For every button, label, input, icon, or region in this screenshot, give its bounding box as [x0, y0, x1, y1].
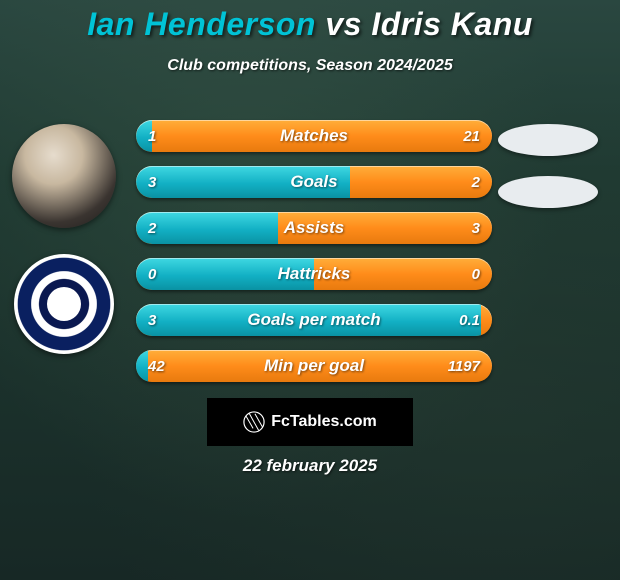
stat-label: Goals per match	[136, 304, 492, 336]
brand-logo-icon	[243, 411, 265, 433]
player2-club-placeholder	[498, 176, 598, 208]
subtitle: Club competitions, Season 2024/2025	[0, 57, 620, 75]
stat-label: Matches	[136, 120, 492, 152]
stat-bars: 1Matches213Goals22Assists30Hattricks03Go…	[136, 120, 492, 382]
stat-value-right: 21	[463, 120, 480, 152]
stat-bar: 0Hattricks0	[136, 258, 492, 290]
player2-avatar-placeholder	[498, 124, 598, 156]
date-text: 22 february 2025	[0, 456, 620, 476]
content: Ian Henderson vs Idris Kanu Club competi…	[0, 0, 620, 75]
stat-value-right: 1197	[448, 350, 480, 382]
stat-label: Min per goal	[136, 350, 492, 382]
brand-box: FcTables.com	[207, 398, 413, 446]
stat-bar: 1Matches21	[136, 120, 492, 152]
vs-text: vs	[325, 6, 362, 42]
stat-value-right: 2	[472, 166, 480, 198]
stat-value-right: 0	[472, 258, 480, 290]
player2-name: Idris Kanu	[371, 6, 532, 42]
stat-value-right: 0.1	[459, 304, 480, 336]
brand-text: FcTables.com	[271, 413, 377, 431]
comparison-title: Ian Henderson vs Idris Kanu	[0, 6, 620, 43]
stat-label: Hattricks	[136, 258, 492, 290]
brand-text-value: FcTables.com	[271, 413, 377, 430]
player1-avatar	[12, 124, 116, 228]
stat-label: Goals	[136, 166, 492, 198]
player1-column	[8, 124, 120, 354]
player1-club-badge	[14, 254, 114, 354]
stat-bar: 42Min per goal1197	[136, 350, 492, 382]
stat-label: Assists	[136, 212, 492, 244]
player2-column	[494, 124, 602, 228]
stat-bar: 3Goals2	[136, 166, 492, 198]
stat-value-right: 3	[472, 212, 480, 244]
player1-name: Ian Henderson	[87, 6, 316, 42]
stat-bar: 3Goals per match0.1	[136, 304, 492, 336]
stat-bar: 2Assists3	[136, 212, 492, 244]
